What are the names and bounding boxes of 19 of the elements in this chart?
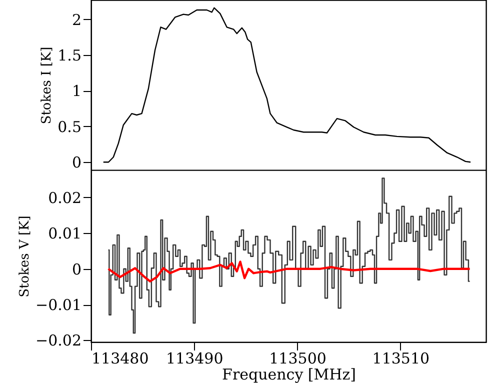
y-tick-label: 1.5 (58, 46, 82, 64)
y-tick-label: 0.5 (58, 118, 82, 136)
y-tick-label: 0.02 (48, 188, 82, 207)
x-tick-label: 113510 (372, 350, 430, 368)
x-tick-label: 113480 (92, 350, 149, 368)
y-axis-title: Stokes I [K] (40, 46, 55, 124)
y-tick-label: 0.01 (48, 224, 82, 243)
y-axis-title: Stokes V [K] (18, 216, 33, 298)
y-tick-label: 2 (72, 10, 82, 29)
y-tick-label: 0 (72, 260, 82, 278)
x-tick-label: 113490 (166, 350, 224, 368)
y-tick-label: 0 (72, 154, 82, 172)
y-tick-label: −0.02 (36, 332, 82, 350)
x-tick-label: 113500 (269, 350, 326, 368)
x-axis-title: Frequency [MHz] (222, 366, 356, 383)
y-tick-label: −0.01 (36, 296, 82, 314)
line-series (107, 260, 471, 282)
y-tick-label: 1 (72, 82, 82, 100)
line-series (102, 7, 472, 163)
